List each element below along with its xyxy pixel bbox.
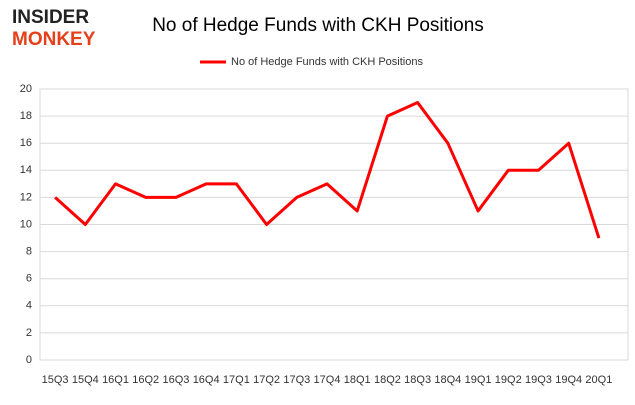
y-tick-label: 20: [20, 83, 32, 95]
x-tick-label: 16Q3: [162, 374, 189, 386]
x-tick-label: 17Q1: [223, 374, 250, 386]
legend-label: No of Hedge Funds with CKH Positions: [231, 56, 423, 68]
x-tick-label: 19Q2: [495, 374, 522, 386]
x-tick-label: 17Q3: [283, 374, 310, 386]
y-tick-label: 16: [20, 137, 32, 149]
x-tick-label: 18Q1: [344, 374, 371, 386]
y-tick-label: 6: [26, 273, 32, 285]
x-tick-label: 19Q1: [465, 374, 492, 386]
x-tick-label: 15Q4: [72, 374, 99, 386]
y-tick-label: 12: [20, 191, 32, 203]
chart-title: No of Hedge Funds with CKH Positions: [152, 15, 484, 36]
x-tick-label: 18Q3: [404, 374, 431, 386]
x-tick-label: 15Q3: [42, 374, 69, 386]
x-tick-label: 18Q2: [374, 374, 401, 386]
y-tick-label: 14: [20, 164, 32, 176]
x-tick-label: 17Q2: [253, 374, 280, 386]
logo-bottom: MONKEY: [12, 29, 96, 50]
x-tick-label: 19Q3: [525, 374, 552, 386]
y-tick-label: 10: [20, 218, 32, 230]
x-tick-label: 19Q4: [555, 374, 582, 386]
x-tick-label: 18Q4: [434, 374, 461, 386]
logo-top: INSIDER: [12, 7, 89, 28]
x-tick-label: 17Q4: [314, 374, 341, 386]
x-tick-label: 16Q4: [193, 374, 220, 386]
y-tick-label: 18: [20, 110, 32, 122]
y-tick-label: 0: [26, 354, 32, 366]
y-tick-label: 8: [26, 246, 32, 258]
y-tick-label: 4: [26, 300, 32, 312]
y-tick-label: 2: [26, 327, 32, 339]
data-line: [54, 101, 601, 239]
x-tick-label: 16Q1: [102, 374, 129, 386]
x-tick-label: 16Q2: [132, 374, 159, 386]
x-tick-label: 20Q1: [585, 374, 612, 386]
